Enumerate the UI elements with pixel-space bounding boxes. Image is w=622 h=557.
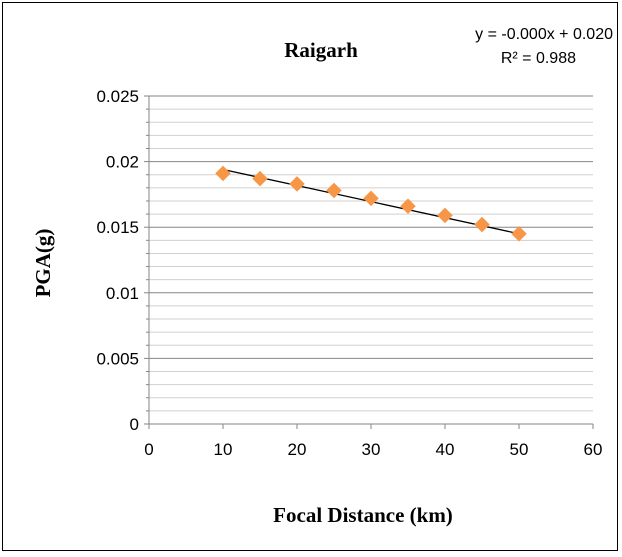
data-point: [252, 170, 268, 187]
y-tick-label: 0.025: [96, 87, 139, 106]
data-point: [437, 207, 453, 224]
x-axis-label: Focal Distance (km): [273, 503, 453, 527]
y-tick-label: 0.015: [96, 218, 139, 237]
x-tick-label: 40: [436, 440, 455, 459]
minor-gridlines: [149, 108, 593, 412]
y-tick-label: 0.01: [106, 284, 139, 303]
chart-title: Raigarh: [284, 38, 358, 62]
data-point: [511, 225, 527, 242]
y-tick-label: 0: [130, 415, 139, 434]
data-point: [326, 182, 342, 199]
y-tick-label: 0.02: [106, 153, 139, 172]
scatter-chart: 0 0.005 0.01 0.015 0.02 0.025 0 10 20 30 40 50 60 Ra…: [31, 26, 613, 527]
data-points: [215, 165, 527, 242]
y-axis-label: PGA(g): [31, 229, 55, 298]
x-tick-label: 60: [584, 440, 603, 459]
y-tick-label: 0.005: [96, 349, 139, 368]
x-tick-label: 30: [362, 440, 381, 459]
x-tick-label: 50: [510, 440, 529, 459]
trendline-r2: R² = 0.988: [501, 50, 576, 67]
data-point: [215, 165, 231, 182]
trendline-equation: y = -0.000x + 0.020: [475, 26, 613, 43]
tick-labels: 0 0.005 0.01 0.015 0.02 0.025 0 10 20 30 40 50 60: [96, 87, 602, 459]
major-gridlines: [149, 95, 593, 425]
x-tick-label: 0: [144, 440, 153, 459]
axes: [144, 95, 594, 429]
data-point: [474, 216, 490, 233]
data-point: [400, 198, 416, 215]
data-point: [363, 190, 379, 207]
data-point: [289, 176, 305, 192]
x-tick-label: 20: [288, 440, 307, 459]
x-tick-label: 10: [214, 440, 233, 459]
chart-frame: 0 0.005 0.01 0.015 0.02 0.025 0 10 20 30 40 50 60 Ra…: [2, 2, 618, 551]
